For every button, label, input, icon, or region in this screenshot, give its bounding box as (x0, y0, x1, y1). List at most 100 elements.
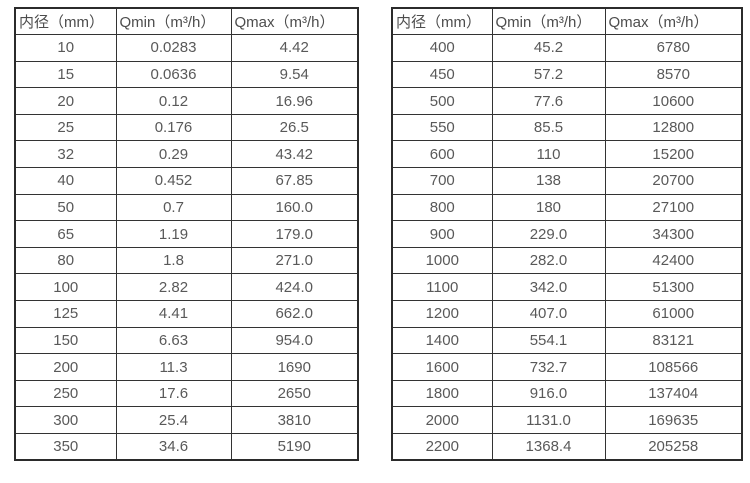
diameter-cell: 400 (391, 34, 493, 62)
qmax-cell: 43.42 (230, 140, 359, 169)
table-row: 40 0.452 67.85 (14, 167, 359, 195)
diameter-cell: 1400 (391, 326, 493, 355)
qmin-cell: 0.176 (115, 113, 232, 142)
table-row: 125 4.41 662.0 (14, 300, 359, 328)
diameter-header: 内径（mm） (391, 7, 493, 36)
qmax-cell: 20700 (604, 167, 743, 195)
table-row: 150 6.63 954.0 (14, 326, 359, 355)
table-row: 200 11.3 1690 (14, 353, 359, 381)
qmax-header: Qmax（m³/h） (230, 7, 359, 36)
table-row: 80 1.8 271.0 (14, 246, 359, 275)
diameter-cell: 125 (14, 300, 117, 328)
diameter-cell: 800 (391, 193, 493, 222)
table-row: 32 0.29 43.42 (14, 140, 359, 169)
table-row: 1800 916.0 137404 (391, 379, 743, 408)
qmin-cell: 0.0636 (115, 60, 232, 89)
diameter-cell: 450 (391, 60, 493, 89)
qmax-cell: 61000 (604, 300, 743, 328)
qmin-cell: 916.0 (491, 379, 606, 408)
diameter-cell: 1600 (391, 353, 493, 381)
diameter-cell: 20 (14, 87, 117, 115)
table-row: 350 34.6 5190 (14, 433, 359, 461)
qmax-cell: 137404 (604, 379, 743, 408)
qmin-cell: 17.6 (115, 379, 232, 408)
qmin-cell: 0.7 (115, 193, 232, 222)
qmin-cell: 45.2 (491, 34, 606, 62)
flow-rate-tables: 内径（mm） Qmin（m³/h） Qmax（m³/h） 10 0.0283 4.42 1… (14, 7, 750, 462)
table-row: 250 17.6 2650 (14, 379, 359, 408)
table-row: 550 85.5 12800 (391, 113, 743, 142)
table-row: 400 45.2 6780 (391, 34, 743, 62)
qmin-cell: 554.1 (491, 326, 606, 355)
table-row: 300 25.4 3810 (14, 406, 359, 434)
qmin-cell: 1131.0 (491, 406, 606, 434)
qmin-cell: 342.0 (491, 273, 606, 302)
qmax-header: Qmax（m³/h） (604, 7, 743, 36)
table-body: 400 45.2 6780 450 57.2 8570 500 77.6 10600 550 85.… (391, 34, 743, 461)
qmin-cell: 180 (491, 193, 606, 222)
qmin-cell: 25.4 (115, 406, 232, 434)
qmin-cell: 732.7 (491, 353, 606, 381)
qmin-cell: 77.6 (491, 87, 606, 115)
qmin-cell: 11.3 (115, 353, 232, 381)
diameter-cell: 600 (391, 140, 493, 169)
diameter-cell: 150 (14, 326, 117, 355)
qmax-cell: 4.42 (230, 34, 359, 62)
qmax-cell: 51300 (604, 273, 743, 302)
qmin-cell: 1.19 (115, 220, 232, 248)
qmin-cell: 85.5 (491, 113, 606, 142)
qmax-cell: 662.0 (230, 300, 359, 328)
qmin-cell: 1.8 (115, 246, 232, 275)
qmax-cell: 34300 (604, 220, 743, 248)
qmax-cell: 6780 (604, 34, 743, 62)
table-row: 1100 342.0 51300 (391, 273, 743, 302)
diameter-cell: 40 (14, 167, 117, 195)
qmin-cell: 0.0283 (115, 34, 232, 62)
diameter-cell: 500 (391, 87, 493, 115)
qmin-cell: 2.82 (115, 273, 232, 302)
qmax-cell: 271.0 (230, 246, 359, 275)
diameter-cell: 50 (14, 193, 117, 222)
qmax-cell: 5190 (230, 433, 359, 461)
table-row: 50 0.7 160.0 (14, 193, 359, 222)
qmax-cell: 179.0 (230, 220, 359, 248)
table-row: 100 2.82 424.0 (14, 273, 359, 302)
table-row: 450 57.2 8570 (391, 60, 743, 89)
qmax-cell: 10600 (604, 87, 743, 115)
diameter-cell: 15 (14, 60, 117, 89)
qmin-cell: 229.0 (491, 220, 606, 248)
diameter-cell: 100 (14, 273, 117, 302)
qmin-cell: 110 (491, 140, 606, 169)
table-row: 1200 407.0 61000 (391, 300, 743, 328)
qmin-cell: 282.0 (491, 246, 606, 275)
qmax-cell: 424.0 (230, 273, 359, 302)
table-row: 900 229.0 34300 (391, 220, 743, 248)
table-row: 1600 732.7 108566 (391, 353, 743, 381)
qmin-cell: 57.2 (491, 60, 606, 89)
qmin-header: Qmin（m³/h） (115, 7, 232, 36)
table-row: 25 0.176 26.5 (14, 113, 359, 142)
table-row: 65 1.19 179.0 (14, 220, 359, 248)
qmax-cell: 108566 (604, 353, 743, 381)
table-row: 800 180 27100 (391, 193, 743, 222)
diameter-cell: 80 (14, 246, 117, 275)
diameter-cell: 65 (14, 220, 117, 248)
table-header-row: 内径（mm） Qmin（m³/h） Qmax（m³/h） (14, 7, 359, 36)
table-row: 1000 282.0 42400 (391, 246, 743, 275)
qmax-cell: 205258 (604, 433, 743, 461)
qmax-cell: 9.54 (230, 60, 359, 89)
diameter-cell: 700 (391, 167, 493, 195)
qmax-cell: 16.96 (230, 87, 359, 115)
qmin-cell: 0.12 (115, 87, 232, 115)
qmax-cell: 12800 (604, 113, 743, 142)
diameter-cell: 2000 (391, 406, 493, 434)
diameter-cell: 25 (14, 113, 117, 142)
qmax-cell: 2650 (230, 379, 359, 408)
qmax-cell: 8570 (604, 60, 743, 89)
table-header-row: 内径（mm） Qmin（m³/h） Qmax（m³/h） (391, 7, 743, 36)
qmax-cell: 26.5 (230, 113, 359, 142)
qmax-cell: 160.0 (230, 193, 359, 222)
diameter-cell: 350 (14, 433, 117, 461)
diameter-cell: 32 (14, 140, 117, 169)
